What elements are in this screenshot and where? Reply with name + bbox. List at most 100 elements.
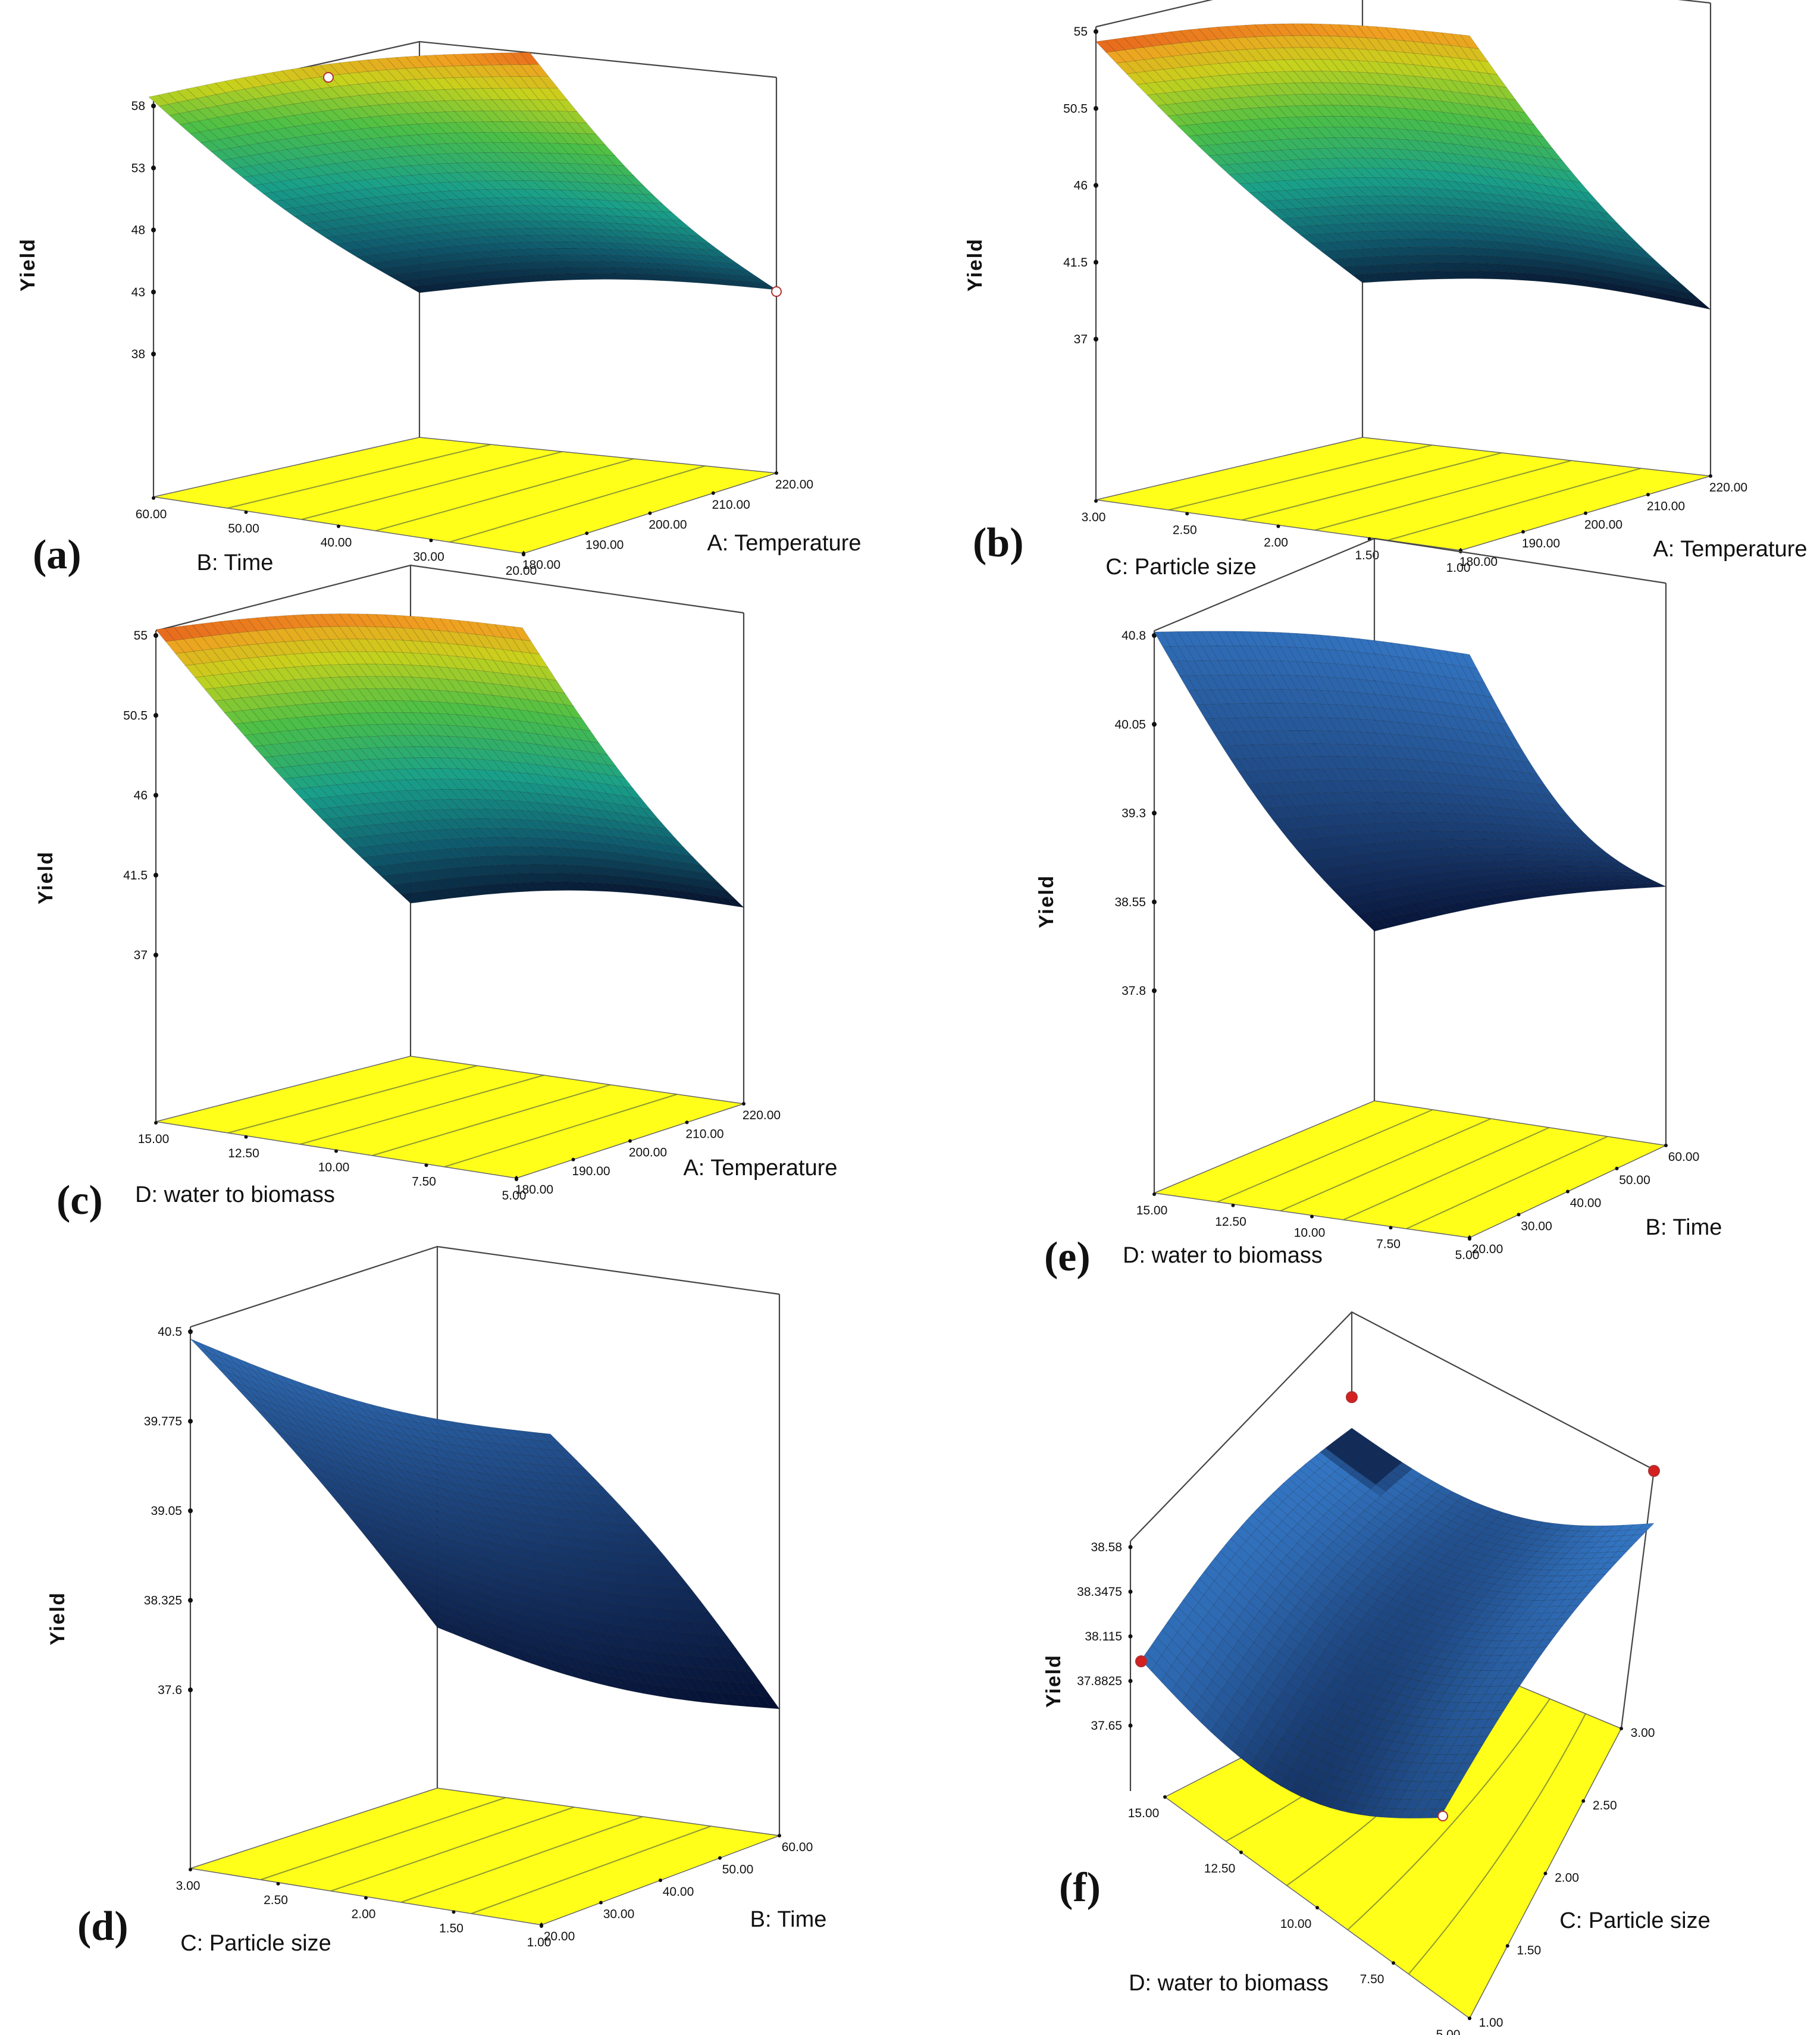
floor-contour-line (1280, 1118, 1492, 1211)
z-tick-mark (188, 1508, 193, 1513)
x-tick-label: 1.50 (439, 1921, 463, 1935)
x-tick-mark (1392, 1961, 1395, 1965)
x-tick-label: 5.00 (1455, 1248, 1480, 1262)
z-tick-mark (1094, 337, 1098, 342)
x-tick-mark (244, 510, 248, 514)
x-tick-label: 5.00 (1436, 2028, 1461, 2035)
x-tick-label: 50.00 (228, 522, 259, 536)
y-tick-mark (1468, 2017, 1471, 2020)
x-tick-label: 2.50 (264, 1893, 288, 1907)
floor-contour-line (1314, 460, 1572, 531)
z-tick-label: 39.05 (151, 1504, 182, 1518)
response-surface (1154, 631, 1666, 932)
z-tick-label: 41.5 (1063, 256, 1088, 270)
z-tick-label: 41.5 (123, 869, 148, 882)
floor-contour-line (260, 1797, 506, 1880)
floor-contour-line (227, 1065, 478, 1134)
floor-contour-line (471, 1826, 712, 1914)
y-tick-mark (775, 471, 778, 475)
y-tick-label: 190.00 (1522, 537, 1560, 550)
y-tick-label: 200.00 (1584, 518, 1622, 532)
y-tick-mark (540, 1923, 543, 1927)
floor-contour-line (301, 451, 563, 520)
x-tick-mark (1315, 1906, 1319, 1909)
z-tick-mark (1152, 899, 1157, 904)
y-tick-label: 60.00 (782, 1840, 813, 1854)
z-axis-label: Yield (964, 238, 986, 292)
y-tick-mark (685, 1120, 689, 1125)
floor-contour-plane (153, 437, 777, 554)
y-tick-mark (1566, 1189, 1570, 1194)
y-tick-label: 2.00 (1555, 1871, 1579, 1885)
z-axis-label: Yield (35, 851, 57, 904)
y-tick-label: 180.00 (1459, 555, 1498, 569)
y-tick-label: 180.00 (522, 558, 560, 572)
y-factor-label: B: Time (750, 1907, 827, 1932)
y-tick-label: 180.00 (515, 1183, 553, 1197)
floor-contour-line (1241, 452, 1502, 521)
x-tick-label: 7.50 (1360, 1973, 1384, 1986)
z-tick-mark (1152, 988, 1157, 993)
x-tick-mark (452, 1910, 456, 1914)
y-tick-label: 20.00 (1472, 1242, 1503, 1256)
y-tick-mark (1709, 474, 1712, 478)
z-tick-label: 55 (1074, 25, 1088, 39)
panel-label: (e) (1044, 1234, 1091, 1280)
x-tick-label: 12.50 (1215, 1215, 1246, 1229)
floor-contour-line (444, 1094, 678, 1167)
floor-contour-line (300, 1075, 544, 1145)
box-top-edge (190, 1245, 780, 1328)
z-tick-label: 50.5 (1063, 102, 1088, 115)
panel-b-yield-vs-particle-size-temperature: 5550.54641.537Yield3.002.502.001.501.001… (964, 0, 1808, 580)
z-tick-label: 40.8 (1122, 629, 1146, 643)
y-factor-label: A: Temperature (1653, 537, 1807, 562)
y-tick-label: 30.00 (603, 1908, 635, 1921)
z-tick-label: 37.8 (1122, 984, 1146, 998)
x-tick-label: 1.50 (1355, 549, 1379, 562)
y-tick-label: 220.00 (1709, 481, 1747, 494)
z-tick-mark (1128, 1589, 1133, 1594)
z-tick-label: 40.5 (158, 1325, 182, 1339)
y-tick-mark (1521, 530, 1525, 534)
y-tick-mark (1517, 1213, 1521, 1217)
z-tick-label: 37.65 (1091, 1719, 1122, 1733)
z-tick-label: 37 (134, 948, 148, 962)
y-tick-mark (742, 1102, 745, 1106)
y-factor-label: A: Temperature (683, 1156, 837, 1181)
y-tick-mark (1581, 1799, 1586, 1803)
z-tick-label: 40.05 (1114, 718, 1146, 731)
y-tick-mark (1664, 1144, 1668, 1147)
y-tick-mark (718, 1856, 722, 1860)
response-surface (148, 52, 777, 293)
x-tick-mark (276, 1881, 280, 1886)
x-tick-mark (334, 1149, 338, 1153)
x-tick-label: 20.00 (506, 564, 537, 578)
y-tick-mark (1543, 1871, 1548, 1876)
x-factor-label: D: water to biomass (1129, 1971, 1329, 1996)
box-edge (1620, 1469, 1655, 1729)
y-tick-mark (659, 1879, 662, 1882)
floor-contour-line (375, 458, 634, 531)
y-tick-label: 190.00 (572, 1164, 610, 1178)
z-tick-mark (1152, 810, 1157, 816)
y-tick-label: 50.00 (1619, 1173, 1650, 1187)
z-tick-label: 39.775 (144, 1415, 182, 1429)
z-tick-mark (154, 633, 158, 638)
z-tick-mark (1094, 29, 1098, 34)
panel-a-yield-vs-time-temperature: 58 53 48 43 38 Yield 60.00 50.00 40.00 30.00 20.00… (17, 40, 862, 578)
x-tick-label: 1.00 (527, 1936, 552, 1949)
x-tick-mark (1231, 1203, 1235, 1207)
z-tick-mark (188, 1598, 193, 1603)
box-top-edge (1130, 1311, 1655, 1542)
floor-contour-line (449, 465, 706, 543)
x-tick-label: 10.00 (318, 1161, 350, 1175)
y-tick-mark (1646, 493, 1650, 497)
x-tick-mark (1389, 1226, 1393, 1230)
z-tick-label: 53 (131, 161, 145, 175)
y-tick-mark (522, 552, 525, 555)
x-tick-mark (1152, 1192, 1156, 1196)
z-tick-label: 58 (131, 99, 145, 113)
y-tick-mark (711, 491, 715, 495)
y-tick-mark (648, 511, 652, 515)
response-surface (190, 1338, 780, 1710)
